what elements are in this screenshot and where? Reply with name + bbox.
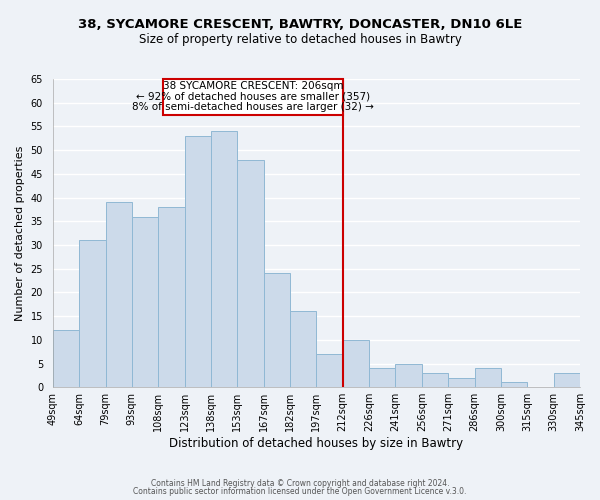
FancyBboxPatch shape xyxy=(163,79,343,114)
Bar xyxy=(395,364,422,387)
Bar xyxy=(263,274,290,387)
Text: Size of property relative to detached houses in Bawtry: Size of property relative to detached ho… xyxy=(139,32,461,46)
Text: 38, SYCAMORE CRESCENT, BAWTRY, DONCASTER, DN10 6LE: 38, SYCAMORE CRESCENT, BAWTRY, DONCASTER… xyxy=(78,18,522,30)
Bar xyxy=(158,207,185,387)
Bar xyxy=(475,368,501,387)
X-axis label: Distribution of detached houses by size in Bawtry: Distribution of detached houses by size … xyxy=(169,437,463,450)
Text: Contains public sector information licensed under the Open Government Licence v.: Contains public sector information licen… xyxy=(133,487,467,496)
Bar xyxy=(501,382,527,387)
Bar xyxy=(448,378,475,387)
Text: Contains HM Land Registry data © Crown copyright and database right 2024.: Contains HM Land Registry data © Crown c… xyxy=(151,478,449,488)
Bar xyxy=(316,354,343,387)
Bar xyxy=(211,131,238,387)
Bar xyxy=(343,340,369,387)
Bar xyxy=(369,368,395,387)
Bar xyxy=(422,373,448,387)
Text: 8% of semi-detached houses are larger (32) →: 8% of semi-detached houses are larger (3… xyxy=(132,102,374,113)
Y-axis label: Number of detached properties: Number of detached properties xyxy=(15,146,25,321)
Bar xyxy=(132,216,158,387)
Bar xyxy=(554,373,580,387)
Bar xyxy=(53,330,79,387)
Bar xyxy=(79,240,106,387)
Bar xyxy=(290,312,316,387)
Bar xyxy=(185,136,211,387)
Text: ← 92% of detached houses are smaller (357): ← 92% of detached houses are smaller (35… xyxy=(136,92,370,102)
Bar xyxy=(106,202,132,387)
Bar xyxy=(238,160,263,387)
Text: 38 SYCAMORE CRESCENT: 206sqm: 38 SYCAMORE CRESCENT: 206sqm xyxy=(163,81,343,91)
